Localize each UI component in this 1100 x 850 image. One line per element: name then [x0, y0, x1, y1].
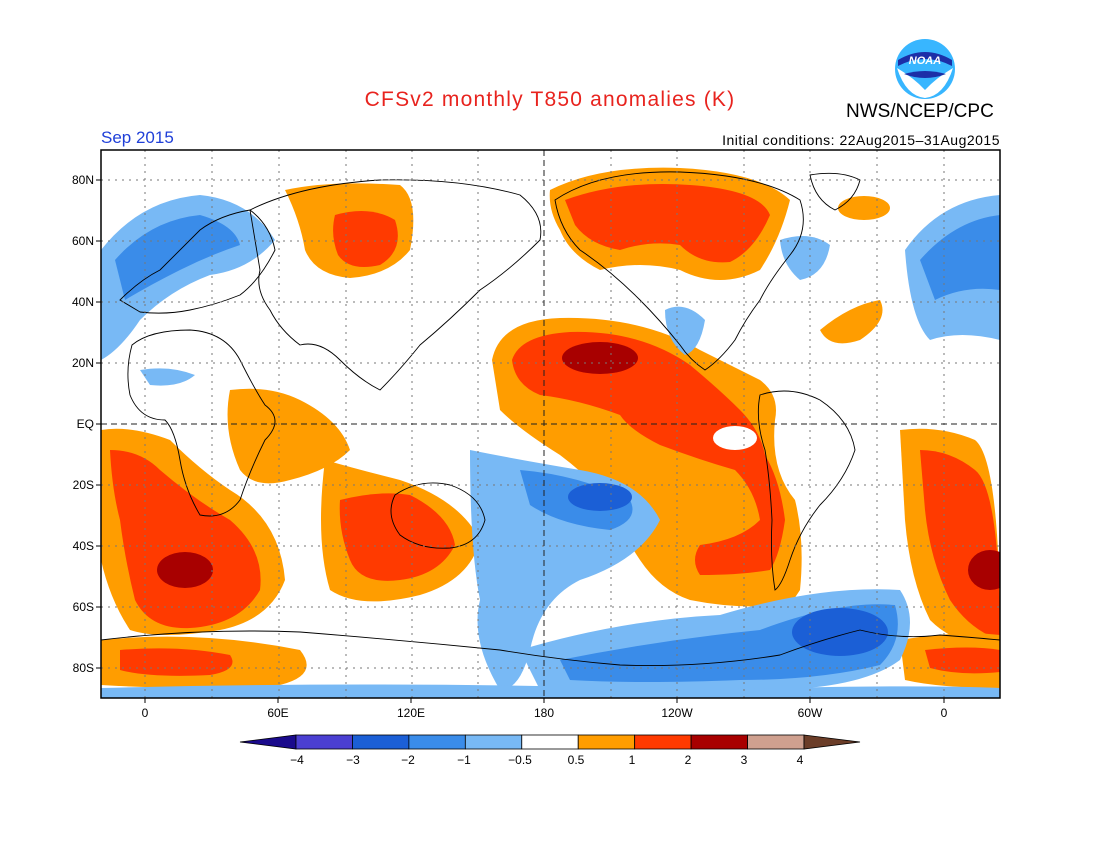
antarctica-coastline — [101, 629, 1000, 666]
cold-anomaly-region — [780, 236, 830, 280]
lon-label: 0 — [141, 706, 149, 720]
neutral-region — [713, 426, 757, 450]
colorbar-label: 1 — [628, 753, 636, 767]
lat-label: 40S — [72, 539, 94, 553]
lon-label: 180 — [533, 706, 555, 720]
colorbar-bin — [295, 734, 353, 750]
warm-anomaly-core — [157, 552, 213, 588]
asia-coastline — [249, 179, 542, 391]
colorbar-bin — [690, 734, 748, 750]
colorbar-bin — [803, 734, 861, 750]
lon-label: 0 — [940, 706, 948, 720]
europe-coastline — [119, 209, 276, 314]
lat-label: 20N — [71, 356, 94, 370]
colorbar-bin — [521, 734, 579, 750]
colorbar-label: 0.5 — [567, 753, 585, 767]
warm-anomaly-region — [333, 211, 398, 268]
colorbar-label: −3 — [346, 753, 360, 767]
warm-anomaly-region — [565, 184, 770, 263]
warm-anomaly-region — [512, 331, 785, 575]
graticule — [101, 150, 1000, 698]
north-america-coastline — [554, 171, 804, 371]
anomaly-shading — [101, 167, 1000, 698]
lon-label: 120W — [661, 706, 693, 720]
lat-label: 80S — [72, 661, 94, 675]
cold-anomaly-region — [665, 306, 705, 355]
coastlines — [101, 171, 1000, 666]
colorbar-label: 3 — [740, 753, 748, 767]
cold-anomaly-core — [792, 608, 888, 656]
lat-label: 20S — [72, 478, 94, 492]
forecast-month-label: Sep 2015 — [101, 128, 174, 147]
chart-title: CFSv2 monthly T850 anomalies (K) — [364, 88, 736, 111]
lat-label: EQ — [76, 417, 94, 431]
cold-anomaly-region — [115, 215, 240, 300]
reference-lines — [101, 150, 1000, 698]
africa-coastline — [127, 329, 276, 517]
noaa-logo: NOAA — [895, 39, 955, 99]
south-america-coastline — [757, 390, 856, 591]
colorbar-label: 2 — [684, 753, 692, 767]
colorbar-bin — [634, 734, 692, 750]
colorbar-label: −2 — [401, 753, 415, 767]
colorbar-label: −4 — [290, 753, 304, 767]
warm-anomaly-region — [925, 647, 1000, 674]
lat-label: 40N — [71, 295, 94, 309]
warm-anomaly-region — [227, 388, 350, 484]
warm-anomaly-core — [968, 550, 1000, 590]
greenland-coastline — [809, 172, 861, 211]
colorbar-bin — [464, 734, 523, 750]
warm-anomaly-core — [562, 342, 638, 374]
lat-label: 60N — [71, 234, 94, 248]
colorbar-bin — [352, 734, 410, 750]
cold-anomaly-region — [140, 368, 195, 386]
colorbar-label: 4 — [796, 753, 804, 767]
cold-anomaly-region — [101, 684, 1000, 698]
warm-anomaly-region — [120, 648, 233, 676]
organization-label: NWS/NCEP/CPC — [846, 101, 994, 122]
colorbar-bin — [408, 734, 466, 750]
warm-anomaly-region — [110, 450, 261, 629]
colorbar-label: −1 — [457, 753, 471, 767]
lat-label: 60S — [72, 600, 94, 614]
colorbar-bin — [577, 734, 636, 750]
lon-label: 60E — [267, 706, 289, 720]
lon-label: 120E — [396, 706, 426, 720]
colorbar-bin — [239, 734, 297, 750]
axis-ticks — [96, 179, 945, 703]
colorbar-bins — [239, 734, 861, 750]
cold-anomaly-region — [920, 215, 1000, 300]
warm-anomaly-region — [920, 450, 1000, 640]
australia-coastline — [390, 482, 486, 549]
colorbar-label: −0.5 — [508, 753, 532, 767]
initial-conditions-label: Initial conditions: 22Aug2015–31Aug2015 — [722, 132, 1000, 148]
cold-anomaly-core — [568, 483, 632, 511]
warm-anomaly-region — [820, 300, 883, 344]
colorbar-bin — [747, 734, 805, 750]
lon-label: 60W — [797, 706, 823, 720]
lat-label: 80N — [71, 173, 94, 187]
warm-anomaly-region — [339, 493, 455, 581]
noaa-logo-text: NOAA — [909, 55, 941, 67]
